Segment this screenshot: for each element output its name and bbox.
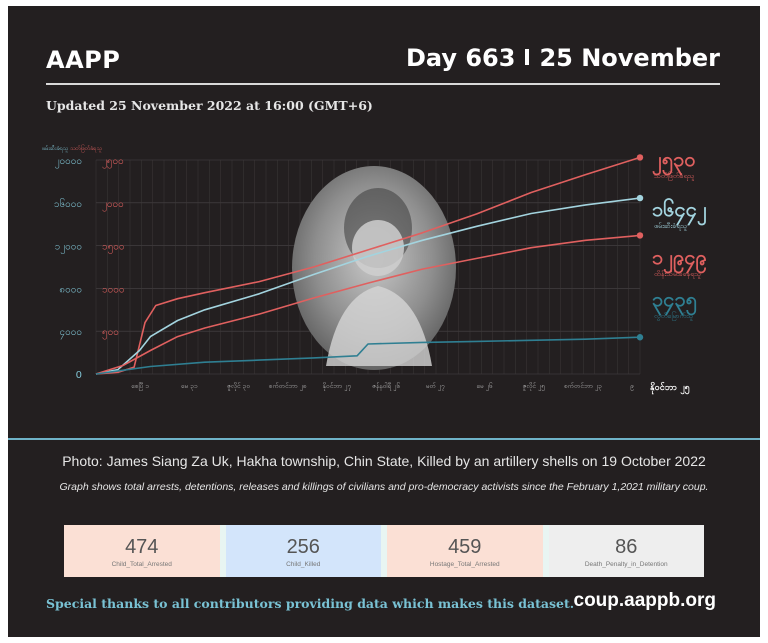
- ytick-label-teal: ၄၀၀၀: [60, 327, 83, 340]
- xtick-label: ၉: [630, 382, 634, 391]
- xtick-label: စေပြီ ၁: [131, 381, 149, 391]
- stat-label: Death_Penalty_in_Detention: [584, 560, 668, 568]
- day-counter: Day 663 25 November: [406, 44, 720, 72]
- stat-value: 256: [286, 535, 320, 558]
- ytick-label-teal: ၈၀၀၀: [59, 284, 82, 295]
- stat-value: 86: [615, 535, 638, 558]
- series-name-label: သတ်ဖြတ်ခံရသူ: [654, 171, 695, 181]
- xtick-label: ဇူလိုင် ၃၀: [227, 382, 250, 391]
- updated-timestamp: Updated 25 November 2022 at 16:00 (GMT+6…: [46, 98, 373, 113]
- stat-label: Child_Killed: [286, 560, 321, 568]
- ytick-label-red: ၁၅၀၀: [102, 242, 125, 255]
- ytick-label-teal: ၁၂၀၀၀: [55, 242, 82, 255]
- xtick-label: နိုဝင်ဘာ ၂၇: [323, 382, 351, 391]
- stats-bar: 474 Child_Total_Arrested 256 Child_Kille…: [64, 525, 704, 577]
- stat-value: 474: [125, 535, 159, 558]
- series-line: [95, 197, 641, 375]
- ytick-label-red: ၂၅၀၀: [102, 156, 124, 169]
- portrait-body: [326, 286, 432, 366]
- series-endpoint: [636, 334, 644, 341]
- brand-title: AAPP: [46, 46, 121, 74]
- xtick-label: မေ ၃၁: [181, 382, 198, 391]
- xtick-label: ဇူလိုင် ၂၅: [522, 382, 545, 391]
- thanks-note: Special thanks to all contributors provi…: [46, 596, 575, 611]
- site-url[interactable]: coup.aappb.org: [573, 590, 717, 611]
- infographic-card: AAPP Day 663 25 November Updated 25 Novem…: [8, 6, 760, 637]
- xtick-label: မေ ၂၆: [476, 382, 493, 391]
- series-line: [95, 234, 641, 375]
- ytick-label-teal: ၂၀၀၀၀: [55, 156, 82, 169]
- series-endpoint: [636, 194, 644, 202]
- xtick-end-label: နိုဝင်ဘာ ၂၅: [650, 382, 690, 395]
- series-name-label: လွတ်မြောက်သူ: [654, 311, 693, 321]
- stat-hostage-total-arrested: 459 Hostage_Total_Arrested: [381, 525, 543, 577]
- stat-death-penalty-in-detention: 86 Death_Penalty_in_Detention: [542, 525, 704, 577]
- series-endpoint: [636, 232, 644, 239]
- section-divider: [8, 438, 760, 440]
- stat-label: Child_Total_Arrested: [111, 560, 172, 568]
- ytick-label-teal: ၁၆၀၀၀: [54, 197, 82, 210]
- series-name-label: ဖမ်းဆီးခံရသူ: [654, 222, 687, 231]
- xtick-label: စက်တင်ဘာ ၂၈: [269, 382, 307, 391]
- left-axis-caption-teal: ဖမ်းဆီးခံရသူ: [42, 144, 68, 153]
- line-chart: ဖမ်းဆီးခံရသူ သတ်ဖြတ်ခံရသူ၂၀၀၀၀၁၆၀၀၀၁၂၀၀၀၈…: [42, 143, 707, 395]
- xtick-label: စက်တင်ဘာ ၂၃: [564, 382, 602, 391]
- series-line: [95, 336, 641, 375]
- xtick-label: မတ် ၂၇: [426, 382, 445, 391]
- ytick-label-red: ၅၀၀: [102, 327, 119, 340]
- portrait-face: [352, 220, 404, 276]
- left-axis-caption-red: သတ်ဖြတ်ခံရသူ: [70, 143, 102, 153]
- ytick-label-teal: 0: [76, 370, 82, 381]
- stat-child-killed: 256 Child_Killed: [219, 525, 381, 577]
- xtick-label: ဇန်နဝါရီ ၂၆: [372, 382, 400, 391]
- series-name-label: ထိန်းသိမ်းခံနေရသူ: [654, 270, 701, 279]
- top-divider: [46, 83, 720, 85]
- ytick-label-red: ၂၀၀၀: [102, 199, 124, 212]
- photo-caption: Photo: James Siang Za Uk, Hakha township…: [62, 453, 706, 469]
- stat-label: Hostage_Total_Arrested: [429, 560, 500, 568]
- day-number: Day 663: [405, 44, 516, 72]
- separator-bar: [525, 49, 530, 65]
- ytick-label-red: ၁၀၀၀: [102, 284, 125, 295]
- graph-caption: Graph shows total arrests, detentions, r…: [59, 481, 709, 493]
- stat-value: 459: [448, 535, 482, 558]
- series-endpoint: [636, 154, 644, 161]
- stat-child-total-arrested: 474 Child_Total_Arrested: [64, 525, 220, 577]
- day-date: 25 November: [539, 44, 720, 72]
